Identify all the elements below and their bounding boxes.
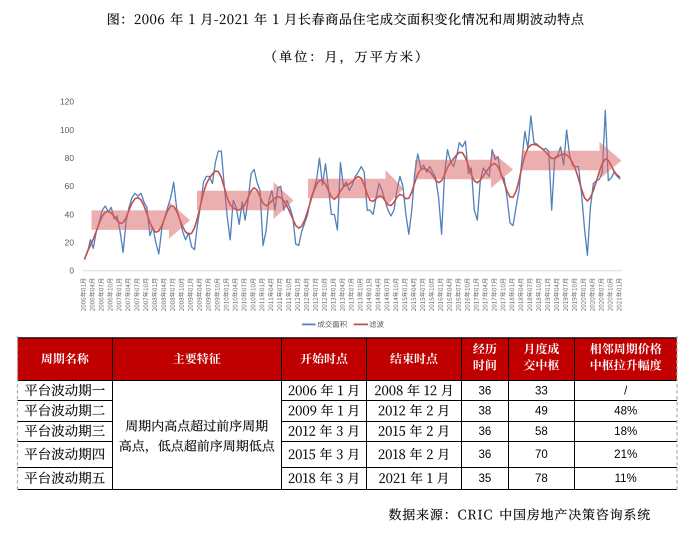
svg-text:60: 60 — [65, 181, 75, 191]
svg-text:70: 70 — [535, 449, 548, 461]
svg-text:33: 33 — [535, 385, 548, 397]
svg-text:35: 35 — [478, 473, 491, 485]
svg-text:48%: 48% — [614, 406, 637, 418]
svg-text:38: 38 — [478, 406, 491, 418]
svg-text:120: 120 — [60, 97, 74, 107]
svg-text:36: 36 — [478, 449, 491, 461]
svg-text:58: 58 — [535, 426, 548, 438]
svg-text:18%: 18% — [614, 426, 637, 438]
svg-text:36: 36 — [478, 426, 491, 438]
svg-text:21%: 21% — [614, 449, 637, 461]
svg-text:40: 40 — [65, 209, 75, 219]
svg-text:80: 80 — [65, 153, 75, 163]
svg-text:36: 36 — [478, 385, 491, 397]
svg-text:11%: 11% — [615, 473, 637, 485]
svg-text:78: 78 — [535, 473, 548, 485]
svg-text:49: 49 — [535, 406, 548, 418]
svg-text:0: 0 — [69, 266, 74, 276]
svg-text:100: 100 — [60, 125, 74, 135]
svg-text:/: / — [624, 385, 628, 397]
svg-text:20: 20 — [65, 238, 75, 248]
